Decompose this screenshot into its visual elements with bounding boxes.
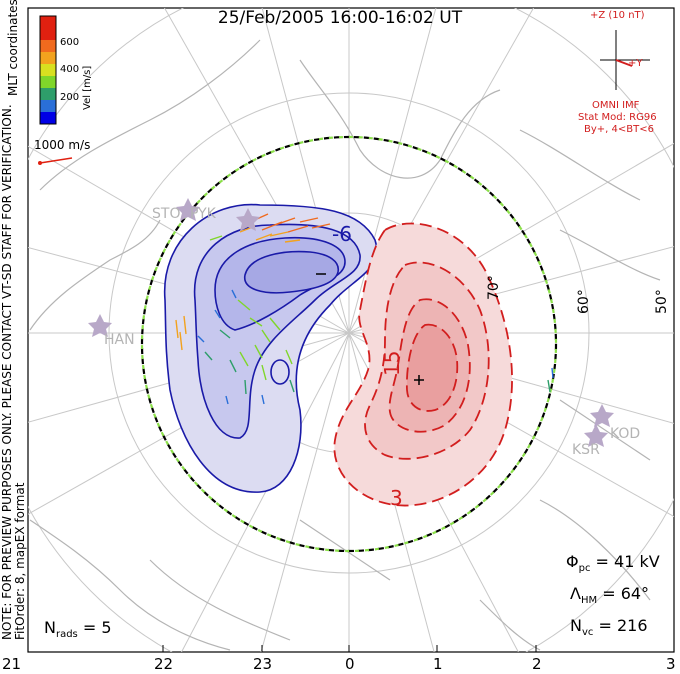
imf-condition: By+, 4<BT<6	[584, 124, 654, 135]
mlt-label-1: 1	[433, 655, 443, 673]
station-markers	[88, 198, 614, 447]
stat-model: Stat Mod: RG96	[578, 112, 657, 123]
fit-order-note: FitOrder: 8, mapEX format	[13, 482, 27, 640]
station-label-sto: STO	[152, 206, 181, 222]
cross-polar-potential: Φpc = 41 kV	[566, 552, 660, 575]
contour-label-negative: -6	[332, 222, 352, 246]
station-label-ksr: KSR	[572, 442, 600, 458]
mlt-ticks	[27, 645, 537, 652]
vector-count: Nvc = 216	[570, 616, 648, 639]
map-title: 25/Feb/2005 16:00-16:02 UT	[217, 8, 463, 28]
mlt-label-2: 2	[532, 655, 542, 673]
mlt-label-3: 3	[666, 655, 676, 673]
imf-scale-label: +Z (10 nT)	[590, 10, 645, 21]
preview-note: NOTE: FOR PREVIEW PURPOSES ONLY. PLEASE …	[0, 104, 14, 640]
latitude-label-70: 70°	[486, 275, 502, 300]
colorbar-tick-600: 600	[60, 37, 80, 48]
radar-count: Nrads = 5	[44, 618, 112, 641]
mlt-coordinates-label: MLT coordinates	[6, 0, 20, 96]
hm-boundary-latitude: ΛHM = 64°	[570, 584, 650, 607]
latitude-label-60: 60°	[576, 289, 592, 314]
plot-frame	[27, 7, 675, 653]
coastlines	[29, 39, 661, 651]
colorbar-label: Vel [m/s]	[82, 65, 93, 110]
station-label-pyk: PYK	[190, 206, 216, 222]
potential-extrema	[316, 273, 424, 385]
latitude-label-50: 50°	[654, 289, 670, 314]
mlt-label-0: 0	[345, 655, 355, 673]
imf-clock	[600, 30, 650, 90]
station-label-han: HAN	[104, 332, 135, 348]
contour-label-3: 3	[390, 486, 403, 510]
imf-y-label: +Y	[628, 58, 643, 69]
imf-source: OMNI IMF	[592, 100, 640, 111]
reference-vector-label: 1000 m/s	[34, 138, 91, 152]
mlt-label-22: 22	[154, 655, 174, 673]
reference-vector-line	[39, 157, 73, 164]
velocity-colorbar	[39, 15, 57, 125]
velocity-vectors	[175, 213, 554, 405]
mlt-label-21: 21	[2, 655, 22, 673]
station-label-kod: KOD	[610, 426, 641, 442]
colorbar-tick-200: 200	[60, 92, 80, 103]
colorbar-tick-400: 400	[60, 64, 80, 75]
contour-label-15: 15	[380, 350, 404, 376]
mlt-label-23: 23	[253, 655, 273, 673]
